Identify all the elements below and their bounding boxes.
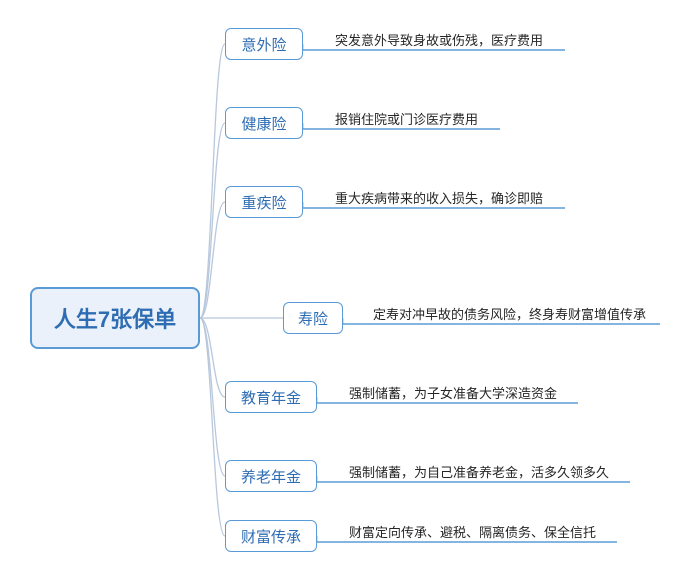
connector-root-to-child: [200, 318, 225, 397]
leaf-label: 财富定向传承、避税、隔离债务、保全信托: [349, 522, 596, 541]
child-node: 财富传承: [225, 520, 317, 552]
leaf-label: 定寿对冲早故的债务风险，终身寿财富增值传承: [373, 304, 646, 323]
child-label: 养老年金: [241, 466, 301, 487]
child-node: 寿险: [283, 302, 343, 334]
leaf-label: 强制储蓄，为自己准备养老金，活多久领多久: [349, 462, 609, 481]
leaf-label: 重大疾病带来的收入损失，确诊即赔: [335, 188, 543, 207]
leaf-label: 强制储蓄，为子女准备大学深造资金: [349, 383, 557, 402]
connector-root-to-child: [200, 44, 225, 318]
child-label: 意外险: [241, 34, 286, 55]
leaf-label: 突发意外导致身故或伤残，医疗费用: [335, 30, 543, 49]
child-node: 意外险: [225, 28, 303, 60]
child-label: 财富传承: [241, 526, 301, 547]
child-label: 寿险: [298, 308, 328, 329]
connector-root-to-child: [200, 318, 225, 536]
root-label: 人生7张保单: [54, 302, 176, 334]
child-label: 教育年金: [241, 387, 301, 408]
child-node: 养老年金: [225, 460, 317, 492]
connector-root-to-child: [200, 123, 225, 318]
child-node: 重疾险: [225, 186, 303, 218]
leaf-label: 报销住院或门诊医疗费用: [335, 109, 478, 128]
connector-root-to-child: [200, 318, 225, 476]
child-label: 重疾险: [241, 192, 286, 213]
child-node: 健康险: [225, 107, 303, 139]
child-node: 教育年金: [225, 381, 317, 413]
root-node: 人生7张保单: [30, 287, 200, 349]
child-label: 健康险: [241, 113, 286, 134]
